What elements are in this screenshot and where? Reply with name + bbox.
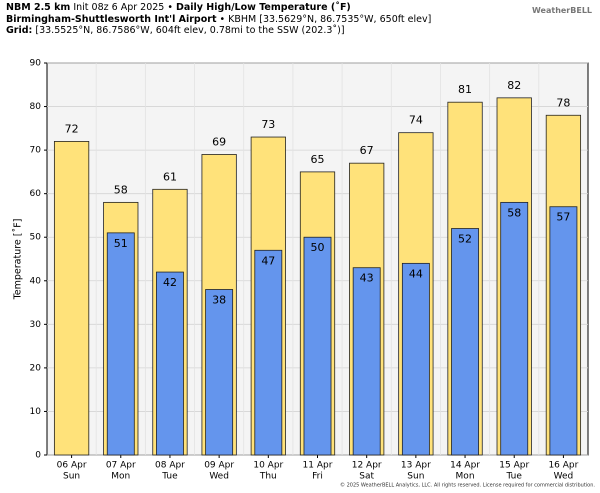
value-label: 82	[507, 79, 521, 92]
x-tick-sublabel: Fri	[312, 472, 323, 482]
bar	[500, 201, 529, 456]
x-tick-sublabel: Sun	[407, 472, 424, 482]
station-info: • KBHM [33.5629°N, 86.7535°W, 650ft elev…	[219, 13, 432, 25]
header-line: NBM 2.5 km Init 08z 6 Apr 2025 • Daily H…	[6, 2, 431, 14]
value-label: 65	[311, 153, 325, 166]
y-tick-label: 10	[30, 407, 42, 417]
value-label: 44	[409, 267, 423, 280]
value-label: 50	[311, 241, 325, 254]
x-tick-sublabel: Tue	[161, 472, 178, 482]
y-tick-label: 40	[30, 276, 42, 286]
x-tick-label: 12 Apr	[352, 461, 382, 471]
value-label: 72	[65, 122, 79, 135]
bar	[303, 236, 332, 456]
value-label: 42	[163, 276, 177, 289]
value-label: 78	[556, 96, 570, 109]
x-tick-sublabel: Mon	[456, 472, 475, 482]
x-tick-sublabel: Sun	[63, 472, 80, 482]
grid-label: Grid:	[6, 25, 33, 36]
logo: WeatherBELL	[532, 6, 593, 15]
bar	[205, 289, 234, 456]
value-label: 58	[114, 183, 128, 196]
x-tick-label: 06 Apr	[57, 461, 87, 471]
value-label: 73	[261, 118, 275, 131]
x-tick-label: 14 Apr	[450, 461, 480, 471]
header-line: Grid: [33.5525°N, 86.7586°W, 604ft elev,…	[6, 25, 431, 37]
value-label: 51	[114, 237, 128, 250]
footer: © 2025 WeatherBELL Analytics, LLC. All r…	[340, 482, 595, 489]
value-label: 67	[360, 144, 374, 157]
init: Init 08z 6 Apr 2025 •	[73, 2, 173, 13]
value-label: 61	[163, 170, 177, 183]
x-tick-sublabel: Sat	[359, 472, 374, 482]
station: Birmingham-Shuttlesworth Int'l Airport	[6, 13, 217, 25]
x-tick-label: 07 Apr	[106, 461, 136, 471]
header: NBM 2.5 km Init 08z 6 Apr 2025 • Daily H…	[6, 2, 431, 37]
y-tick-label: 90	[30, 59, 42, 69]
x-tick-sublabel: Tue	[506, 472, 523, 482]
bar	[254, 249, 283, 456]
model: NBM 2.5 km	[6, 2, 71, 13]
value-label: 69	[212, 135, 226, 148]
y-axis-label: Temperature [˚F]	[13, 219, 24, 301]
bar	[53, 140, 90, 456]
x-tick-label: 15 Apr	[499, 461, 529, 471]
y-tick-label: 30	[30, 320, 42, 330]
header-line: Birmingham-Shuttlesworth Int'l Airport •…	[6, 14, 431, 26]
value-label: 81	[458, 83, 472, 96]
value-label: 47	[261, 254, 275, 267]
bar	[549, 206, 578, 456]
x-tick-label: 08 Apr	[155, 461, 185, 471]
y-tick-label: 20	[30, 363, 42, 373]
product: Daily High/Low Temperature (˚F)	[176, 2, 351, 13]
value-label: 38	[212, 293, 226, 306]
bar	[106, 232, 135, 456]
bar	[451, 228, 479, 456]
bar	[401, 262, 430, 456]
value-label: 43	[360, 272, 374, 285]
x-tick-sublabel: Thu	[259, 472, 277, 482]
y-tick-label: 0	[35, 451, 41, 461]
bar	[352, 267, 381, 456]
bar	[156, 271, 184, 456]
grid-info: [33.5525°N, 86.7586°W, 604ft elev, 0.78m…	[35, 25, 345, 36]
value-label: 57	[556, 211, 570, 224]
x-tick-label: 10 Apr	[253, 461, 283, 471]
value-label: 52	[458, 233, 472, 246]
x-tick-sublabel: Wed	[209, 472, 229, 482]
y-tick-label: 60	[30, 189, 42, 199]
x-tick-label: 11 Apr	[303, 461, 333, 471]
x-tick-sublabel: Mon	[111, 472, 130, 482]
y-tick-label: 70	[30, 146, 42, 156]
x-tick-label: 16 Apr	[548, 461, 578, 471]
x-tick-label: 13 Apr	[401, 461, 431, 471]
y-tick-label: 80	[30, 102, 42, 112]
y-tick-label: 50	[30, 233, 42, 243]
x-tick-label: 09 Apr	[204, 461, 234, 471]
value-label: 74	[409, 114, 423, 127]
value-label: 58	[507, 206, 521, 219]
x-tick-sublabel: Wed	[554, 472, 574, 482]
